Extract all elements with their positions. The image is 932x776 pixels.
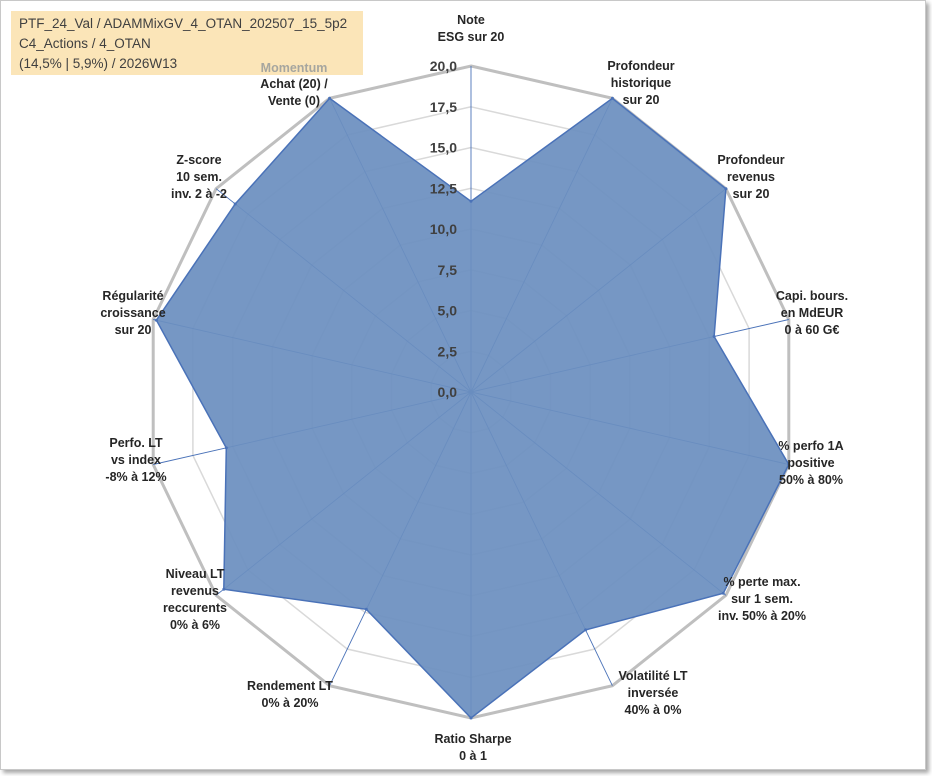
data-point-9 (222, 587, 226, 591)
radial-tick-labels: 0,0 2,5 5,0 7,5 10,0 12,5 15,0 17,5 20,0 (430, 58, 457, 400)
chart-info-box: PTF_24_Val / ADAMMixGV_4_OTAN_202507_15_… (11, 11, 363, 75)
info-line-3: (14,5% | 5,9%) / 2026W13 (19, 56, 178, 71)
tick-label-2: 5,0 (438, 303, 458, 319)
tick-label-4: 10,0 (430, 221, 457, 237)
tick-label-8: 20,0 (430, 58, 457, 74)
momentum-annotation: Momentum (261, 61, 328, 75)
info-line-1: PTF_24_Val / ADAMMixGV_4_OTAN_202507_15_… (19, 16, 348, 31)
data-point-7 (469, 716, 473, 720)
axis-label-4: % perfo 1A positive 50% à 80% (778, 439, 843, 487)
data-point-8 (364, 607, 368, 611)
data-point-0 (469, 199, 473, 203)
data-point-3 (712, 335, 716, 338)
tick-label-3: 7,5 (438, 262, 458, 278)
axis-label-9: Niveau LT revenus reccurents 0% à 6% (163, 567, 227, 632)
data-point-6 (584, 628, 588, 632)
axis-label-0: Note ESG sur 20 (438, 13, 505, 44)
axis-label-8: Rendement LT 0% à 20% (247, 679, 333, 710)
axis-label-10: Perfo. LT vs index -8% à 12% (105, 436, 166, 484)
data-point-1 (610, 96, 614, 100)
axis-label-6: Volatilité LT inversée 40% à 0% (619, 669, 688, 717)
data-point-11 (154, 318, 158, 322)
data-point-12 (233, 202, 237, 206)
axis-labels: Note ESG sur 20 Profondeur historique sur 20… (100, 13, 848, 763)
data-point-2 (724, 187, 728, 191)
radar-series (154, 96, 791, 720)
axis-label-11: Régularité croissance sur 20 (100, 289, 165, 337)
data-point-5 (721, 591, 725, 595)
axis-label-3: Capi. bours. en MdEUR 0 à 60 G€ (776, 289, 848, 337)
axis-label-2: Profondeur revenus sur 20 (717, 153, 784, 201)
axis-label-5: % perte max. sur 1 sem. inv. 50% à 20% (718, 575, 806, 623)
data-point-10 (224, 446, 228, 450)
tick-label-6: 15,0 (430, 140, 457, 156)
info-line-2: C4_Actions / 4_OTAN (19, 36, 151, 51)
axis-label-1: Profondeur historique sur 20 (607, 59, 674, 107)
axis-label-12: Z-score 10 sem. inv. 2 à -2 (171, 153, 227, 201)
axis-label-7: Ratio Sharpe 0 à 1 (434, 732, 511, 763)
tick-label-5: 12,5 (430, 180, 457, 196)
tick-label-0: 0,0 (438, 384, 458, 400)
tick-label-1: 2,5 (438, 343, 458, 359)
axis-label-13: Achat (20) / Vente (0) (260, 77, 328, 108)
tick-label-7: 17,5 (430, 99, 457, 115)
data-point-4 (787, 463, 791, 466)
data-point-13 (328, 96, 332, 100)
